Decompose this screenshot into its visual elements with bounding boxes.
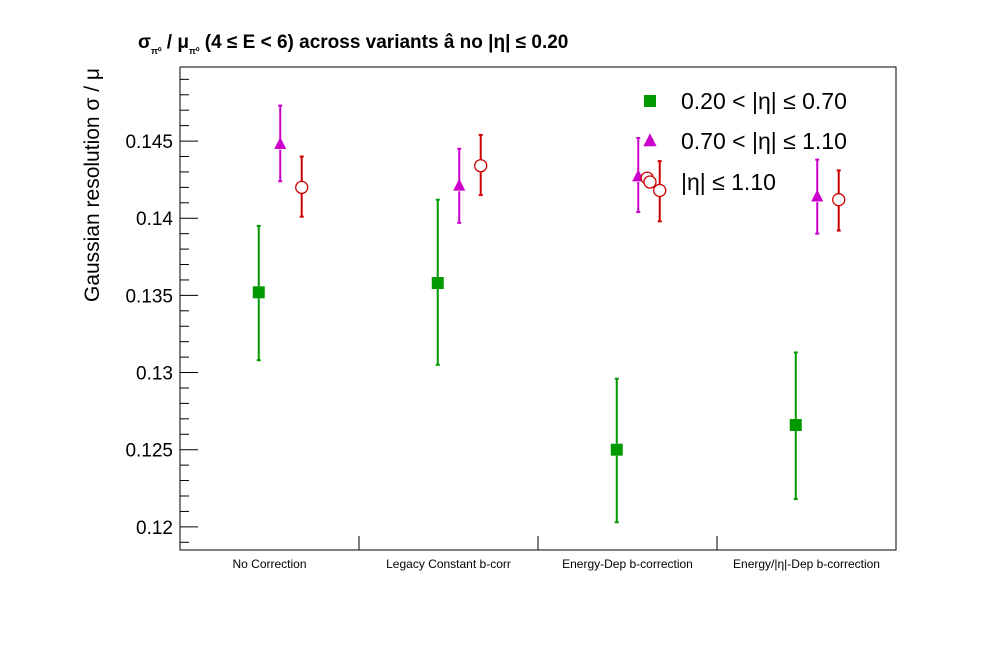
square-marker <box>252 286 265 299</box>
y-tick-label: 0.135 <box>125 286 173 307</box>
data-marks <box>252 104 846 524</box>
legend-marker <box>643 133 657 147</box>
x-tick-label: Energy/|η|-Dep b-correction <box>733 557 880 571</box>
open-circle-marker <box>295 180 309 195</box>
open-circle-marker <box>653 183 667 198</box>
open-circle-marker <box>832 193 846 207</box>
legend: 0.20 < |η| ≤ 0.70 0.70 < |η| ≤ 1.10 |η| ≤ … <box>643 88 847 195</box>
triangle-marker <box>811 189 824 202</box>
y-tick-label: 0.12 <box>136 518 173 539</box>
y-axis-label: Gaussian resolution σ / μ <box>81 68 104 302</box>
y-tick-label: 0.13 <box>136 364 173 385</box>
open-circle-marker <box>474 159 488 173</box>
square-marker <box>431 277 444 290</box>
square-marker <box>610 443 623 456</box>
series-2 <box>295 133 846 232</box>
legend-marker <box>643 175 657 189</box>
y-tick-label: 0.125 <box>125 441 173 462</box>
y-tick-label: 0.145 <box>125 132 173 153</box>
y-tick-label: 0.14 <box>136 209 173 230</box>
y-axis-ticks: 0.12 0.125 0.13 0.135 0.14 0.145 <box>125 78 198 543</box>
legend-entry-label: 0.70 < |η| ≤ 1.10 <box>681 128 847 154</box>
series-0 <box>252 198 802 524</box>
x-tick-label: No Correction <box>232 557 306 571</box>
chart-title: σπ⁰ / μπ⁰ (4 ≤ E < 6) across variants â … <box>138 32 568 56</box>
x-axis-ticks: No Correction Legacy Constant b-corr Energ… <box>232 536 880 571</box>
x-tick-label: Energy-Dep b-correction <box>562 557 693 571</box>
triangle-marker <box>453 178 466 191</box>
x-tick-label: Legacy Constant b-corr <box>386 557 511 571</box>
square-marker <box>789 419 802 432</box>
triangle-marker <box>274 136 287 150</box>
legend-entry-label: |η| ≤ 1.10 <box>681 169 776 195</box>
series-1 <box>274 104 824 235</box>
legend-marker <box>644 95 656 107</box>
legend-entry-label: 0.20 < |η| ≤ 0.70 <box>681 88 847 114</box>
